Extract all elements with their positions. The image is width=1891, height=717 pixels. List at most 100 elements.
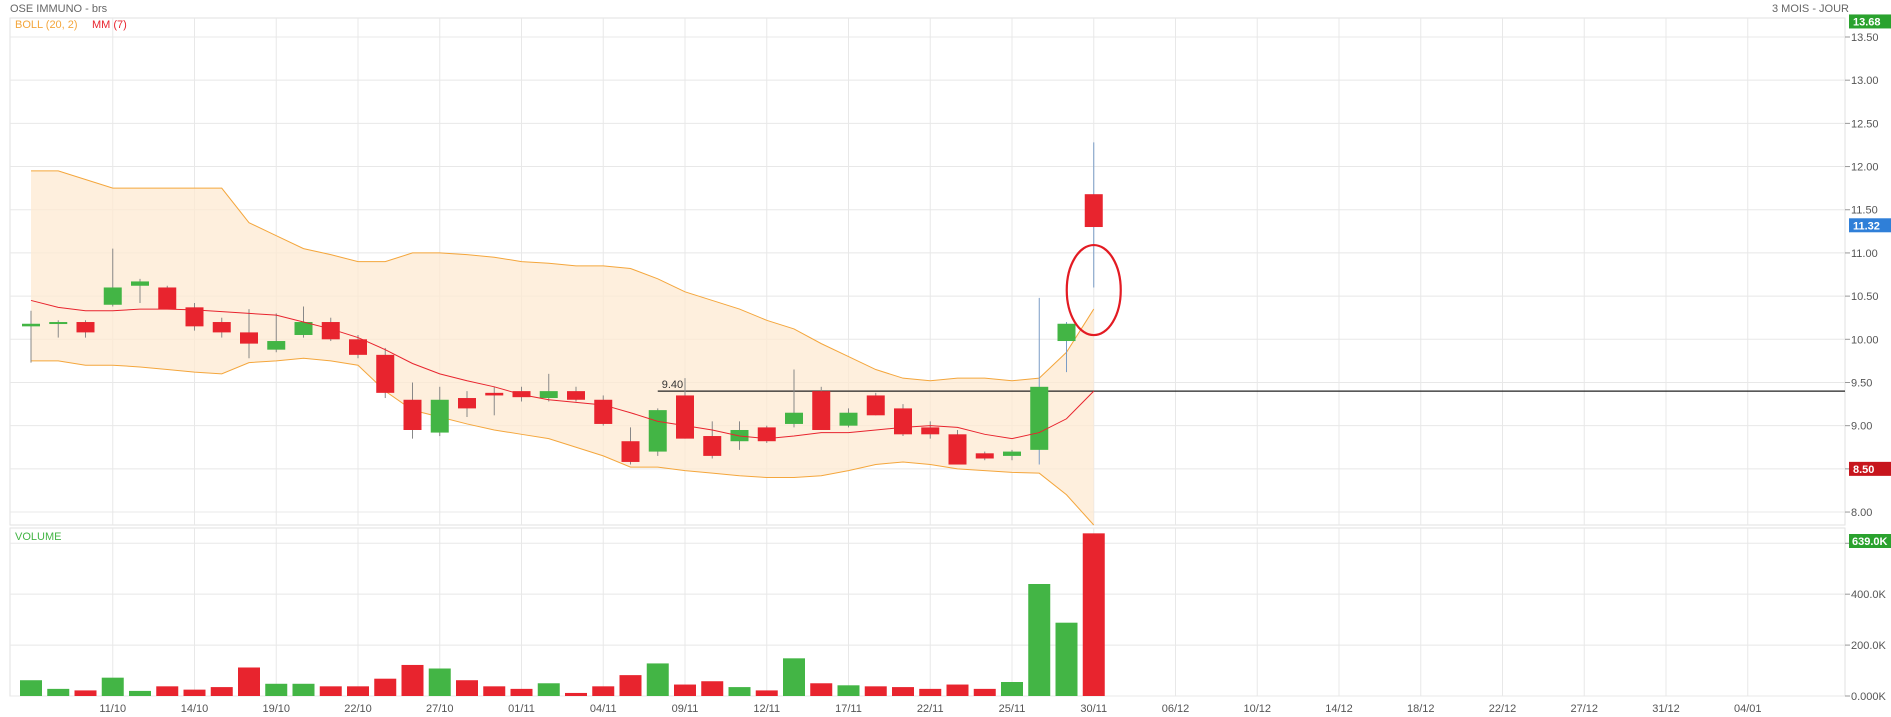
volume-bar xyxy=(864,686,887,696)
volume-bar xyxy=(674,684,696,696)
candle-up xyxy=(103,287,122,305)
volume-badge-label: 639.0K xyxy=(1852,536,1888,548)
candle-down xyxy=(621,441,640,462)
candle-up xyxy=(1030,386,1049,450)
price-tick-label: 10.00 xyxy=(1851,334,1879,346)
volume-bar xyxy=(1055,622,1078,696)
volume-panel xyxy=(9,527,1846,697)
candle-up xyxy=(267,341,286,350)
annotation-circle xyxy=(1065,243,1122,337)
candle-down xyxy=(1084,194,1103,228)
volume-bar xyxy=(347,686,369,696)
candle-up xyxy=(1003,451,1021,456)
candle-down xyxy=(567,391,585,400)
candle-down xyxy=(921,427,940,435)
date-tick-label: 17/11 xyxy=(835,703,862,715)
price-tick-label: 13.50 xyxy=(1851,32,1879,44)
volume-legend: VOLUME xyxy=(15,531,62,543)
volume-bar xyxy=(837,685,860,696)
price-badge xyxy=(1849,218,1891,233)
date-tick-label: 22/11 xyxy=(917,703,944,715)
bollinger-legend[interactable]: BOLL (20, 2) xyxy=(15,19,78,31)
candle-down xyxy=(757,427,776,442)
candle-up xyxy=(1057,323,1076,342)
volume-bar xyxy=(1028,584,1051,696)
volume-bar xyxy=(210,687,233,696)
volume-bar xyxy=(919,688,942,696)
volume-bar xyxy=(183,689,206,696)
price-tick-label: 10.50 xyxy=(1851,291,1879,303)
moving-average-line xyxy=(30,299,1095,440)
candle-down xyxy=(212,322,231,333)
candle-down xyxy=(975,453,994,459)
volume-bar xyxy=(238,667,260,696)
volume-bar xyxy=(1001,682,1023,696)
candle-down xyxy=(485,392,504,396)
date-tick-label: 22/12 xyxy=(1489,703,1517,715)
price-tick-label: 8.00 xyxy=(1851,507,1872,519)
volume-bar xyxy=(646,663,669,696)
date-tick-label: 27/10 xyxy=(426,703,454,715)
period-selector[interactable]: 3 MOIS - JOUR xyxy=(1771,3,1849,15)
bollinger-upper-line xyxy=(31,170,1095,382)
volume-bar xyxy=(783,658,805,696)
bollinger-band xyxy=(31,170,1094,525)
date-tick-label: 31/12 xyxy=(1652,703,1680,715)
volume-bar xyxy=(483,686,506,696)
candle-up xyxy=(131,281,149,286)
volume-bar xyxy=(973,688,996,696)
price-badge xyxy=(1849,461,1891,476)
price-tick-label: 9.50 xyxy=(1851,377,1872,389)
moving-average-legend[interactable]: MM (7) xyxy=(92,19,127,31)
date-tick-label: 22/10 xyxy=(344,703,372,715)
candle-up xyxy=(839,412,858,426)
volume-bar xyxy=(728,687,751,696)
candle-down xyxy=(458,398,476,409)
volume-tick-label: 0.000K xyxy=(1851,691,1887,703)
date-tick-label: 14/10 xyxy=(181,703,209,715)
candle-down xyxy=(321,322,340,340)
candle-down xyxy=(594,399,613,424)
candle-down xyxy=(676,395,694,439)
volume-badge xyxy=(1849,534,1891,548)
volume-bar xyxy=(428,668,451,696)
candle-down xyxy=(158,287,177,310)
date-tick-label: 18/12 xyxy=(1407,703,1435,715)
date-tick-label: 25/11 xyxy=(999,703,1026,715)
date-tick-label: 09/11 xyxy=(672,703,699,715)
volume-bar xyxy=(537,683,560,696)
bollinger-lower-line xyxy=(31,357,1095,526)
volume-bar xyxy=(129,690,151,696)
price-badge-label: 8.50 xyxy=(1853,464,1874,476)
volume-bar xyxy=(701,681,724,696)
price-badge-label: 13.68 xyxy=(1853,16,1881,28)
chart-title: OSE IMMUNO - brs xyxy=(10,3,108,15)
volume-bar xyxy=(156,686,179,696)
support-line-label: 9.40 xyxy=(662,379,683,391)
candle-down xyxy=(185,307,204,327)
candle-down xyxy=(812,391,831,430)
volume-bar xyxy=(592,686,615,696)
candle-up xyxy=(22,323,40,327)
date-tick-label: 10/12 xyxy=(1243,703,1271,715)
candle-up xyxy=(49,322,68,325)
candle-up xyxy=(294,322,313,335)
price-badge xyxy=(1849,14,1891,29)
volume-tick-label: 200.0K xyxy=(1851,640,1887,652)
price-tick-label: 11.50 xyxy=(1851,205,1878,217)
candle-down xyxy=(403,399,422,430)
volume-bar xyxy=(456,680,478,696)
date-tick-label: 04/01 xyxy=(1734,703,1762,715)
price-tick-label: 12.50 xyxy=(1851,118,1879,130)
candle-up xyxy=(539,391,558,399)
volume-bar xyxy=(810,683,833,696)
volume-bar xyxy=(510,688,533,696)
date-tick-label: 30/11 xyxy=(1080,703,1107,715)
price-tick-label: 9.00 xyxy=(1851,421,1872,433)
volume-bar xyxy=(74,690,97,696)
price-tick-label: 13.00 xyxy=(1851,75,1879,87)
volume-bar xyxy=(401,664,424,696)
candle-down xyxy=(948,434,967,465)
date-tick-label: 01/11 xyxy=(508,703,535,715)
